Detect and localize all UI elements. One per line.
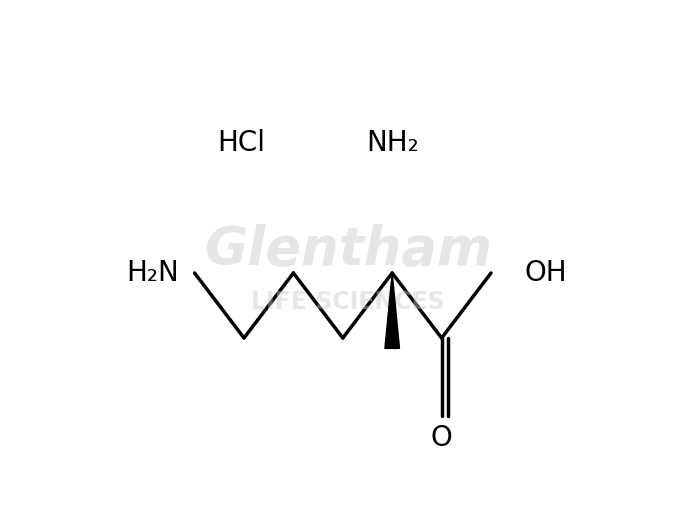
- Text: O: O: [431, 424, 452, 452]
- Polygon shape: [385, 273, 400, 348]
- Text: Glentham: Glentham: [204, 224, 492, 276]
- Text: H₂N: H₂N: [127, 259, 180, 287]
- Text: LIFE SCIENCES: LIFE SCIENCES: [251, 290, 445, 314]
- Text: HCl: HCl: [217, 129, 265, 157]
- Text: NH₂: NH₂: [366, 129, 418, 157]
- Text: OH: OH: [525, 259, 567, 287]
